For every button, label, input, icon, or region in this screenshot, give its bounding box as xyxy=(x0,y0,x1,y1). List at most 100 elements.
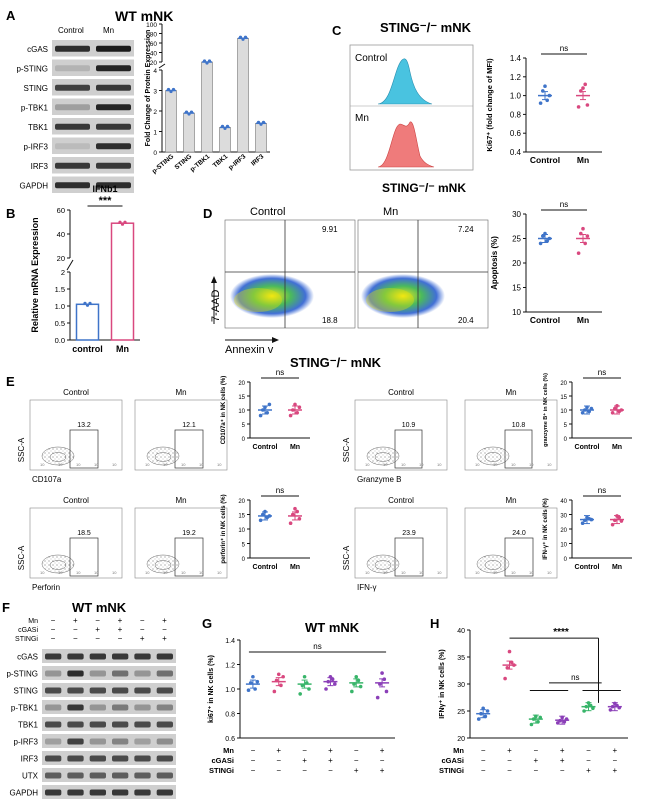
panel-d-flow-control: 9.91 18.8 xyxy=(224,219,356,329)
flow-tick: 10 xyxy=(163,570,168,575)
blot-label-cGAS: cGAS xyxy=(17,653,38,662)
data-point xyxy=(581,86,585,90)
data-point xyxy=(272,689,277,694)
flow-lane-label: Mn xyxy=(175,388,186,397)
y-tick-label: 5 xyxy=(242,543,246,549)
data-point xyxy=(281,674,285,679)
data-point xyxy=(256,120,261,124)
bar-IRF3 xyxy=(255,123,267,153)
flow-tick: 10 xyxy=(475,570,480,575)
y-tick-label: 20 xyxy=(238,499,245,505)
category-label: Mn xyxy=(612,564,622,571)
y-tick-label: 60 xyxy=(150,41,158,48)
treatment-sign: − xyxy=(95,616,100,625)
y-tick-label: 20 xyxy=(512,259,521,268)
y-tick-label: 0.6 xyxy=(225,736,235,743)
blot-strip xyxy=(52,98,134,115)
flow-contour xyxy=(484,452,502,462)
treatment-sign: − xyxy=(73,634,78,643)
treatment-sign: + xyxy=(162,634,167,643)
panel-f-western-blots: cGAS p-STING STING p-TBK1 TBK1 p-IRF3 IRF3 UTX G… xyxy=(6,616,176,799)
chart-title: IFNb1 xyxy=(92,184,117,194)
flow-tick: 10 xyxy=(58,462,63,467)
y-tick-label: 2 xyxy=(61,268,65,277)
flow-tick: 10 xyxy=(437,462,442,467)
flow-contour xyxy=(154,560,172,570)
panel-f-title: WT mNK xyxy=(72,600,127,615)
control-upper-right: 9.91 xyxy=(322,225,338,234)
blot-band xyxy=(96,182,131,189)
mn-histogram xyxy=(377,121,435,168)
blot-band xyxy=(67,704,84,711)
treatment-sign: − xyxy=(302,746,307,755)
data-point xyxy=(293,402,297,407)
treatment-sign: − xyxy=(251,756,256,765)
data-point xyxy=(503,676,507,681)
flow-tick: 10 xyxy=(365,570,370,575)
bar-control xyxy=(75,303,100,341)
flow-gate xyxy=(174,429,204,469)
data-point xyxy=(207,59,212,63)
y-tick-label: 0.0 xyxy=(55,336,65,345)
flow-contour xyxy=(49,452,67,462)
treatment-sign: + xyxy=(302,756,307,765)
y-axis-title: perforin⁺ in NK cells (%) xyxy=(220,494,227,563)
histogram-control-label: Control xyxy=(355,53,387,64)
treatment-sign: + xyxy=(560,746,565,755)
blot-band xyxy=(89,687,106,694)
blot-band xyxy=(67,772,84,779)
blot-band xyxy=(112,755,129,762)
blot-band xyxy=(55,104,90,111)
blot-band xyxy=(45,704,62,711)
y-tick-label: 2 xyxy=(153,109,157,116)
blot-band xyxy=(134,704,151,711)
flow-tick: 10 xyxy=(217,570,222,575)
flow-tick: 10 xyxy=(437,570,442,575)
bar-TBK1 xyxy=(219,127,231,153)
data-point xyxy=(238,35,243,39)
treatment-sign: − xyxy=(118,634,123,643)
category-label: Mn xyxy=(290,564,300,571)
treatment-sign: − xyxy=(73,625,78,634)
blot-band xyxy=(89,670,106,677)
data-point xyxy=(581,226,585,231)
blot-band xyxy=(67,721,84,728)
panel-d-title: STING⁻/⁻ mNK xyxy=(382,181,466,195)
y-tick-label: 100 xyxy=(146,22,157,29)
treatment-sign: − xyxy=(251,766,256,775)
y-axis-title: Ki67⁺ (fold change of MFI) xyxy=(485,58,494,152)
blot-band xyxy=(112,687,129,694)
data-point xyxy=(350,689,354,694)
category-label: Control xyxy=(530,315,560,325)
y-axis-title: ki67⁺ in NK cells (%) xyxy=(208,655,215,723)
flow-tick: 10 xyxy=(145,570,150,575)
flow-tick: 10 xyxy=(145,462,150,467)
y-tick-label: 20 xyxy=(560,528,567,534)
bar-p-TBK1 xyxy=(201,61,213,153)
y-tick-label: 10 xyxy=(238,528,245,534)
flow-tick: 10 xyxy=(217,462,222,467)
blot-band xyxy=(96,65,131,72)
y-tick-label: 10 xyxy=(560,409,567,415)
data-point xyxy=(375,695,380,700)
blot-band xyxy=(67,670,84,677)
panel-e-flow-plots: 13.2 Control 10 10 10 10 10 12.1 Mn 10 10 10 10 10 10.… xyxy=(17,388,558,592)
bar-p-STING xyxy=(165,90,177,153)
flow-tick: 10 xyxy=(493,570,498,575)
data-point xyxy=(358,684,363,689)
category-label: Mn xyxy=(577,315,589,325)
data-point xyxy=(123,220,127,224)
flow-lane-label: Control xyxy=(63,388,89,397)
blot-band xyxy=(89,789,106,796)
blot-label-p-IRF3: p-IRF3 xyxy=(24,142,49,151)
y-tick-label: 10 xyxy=(512,308,521,317)
blot-band xyxy=(55,84,90,91)
flow-x-axis-label: IFN-γ xyxy=(357,583,377,592)
gate-percentage: 10.9 xyxy=(402,422,416,429)
data-point xyxy=(225,124,230,128)
flow-tick: 10 xyxy=(112,570,117,575)
blot-band xyxy=(156,704,173,711)
treatment-sign: + xyxy=(380,746,385,755)
y-tick-label: 1.2 xyxy=(510,73,522,82)
y-axis-title: Fold Change of Protein Expression xyxy=(145,30,152,147)
